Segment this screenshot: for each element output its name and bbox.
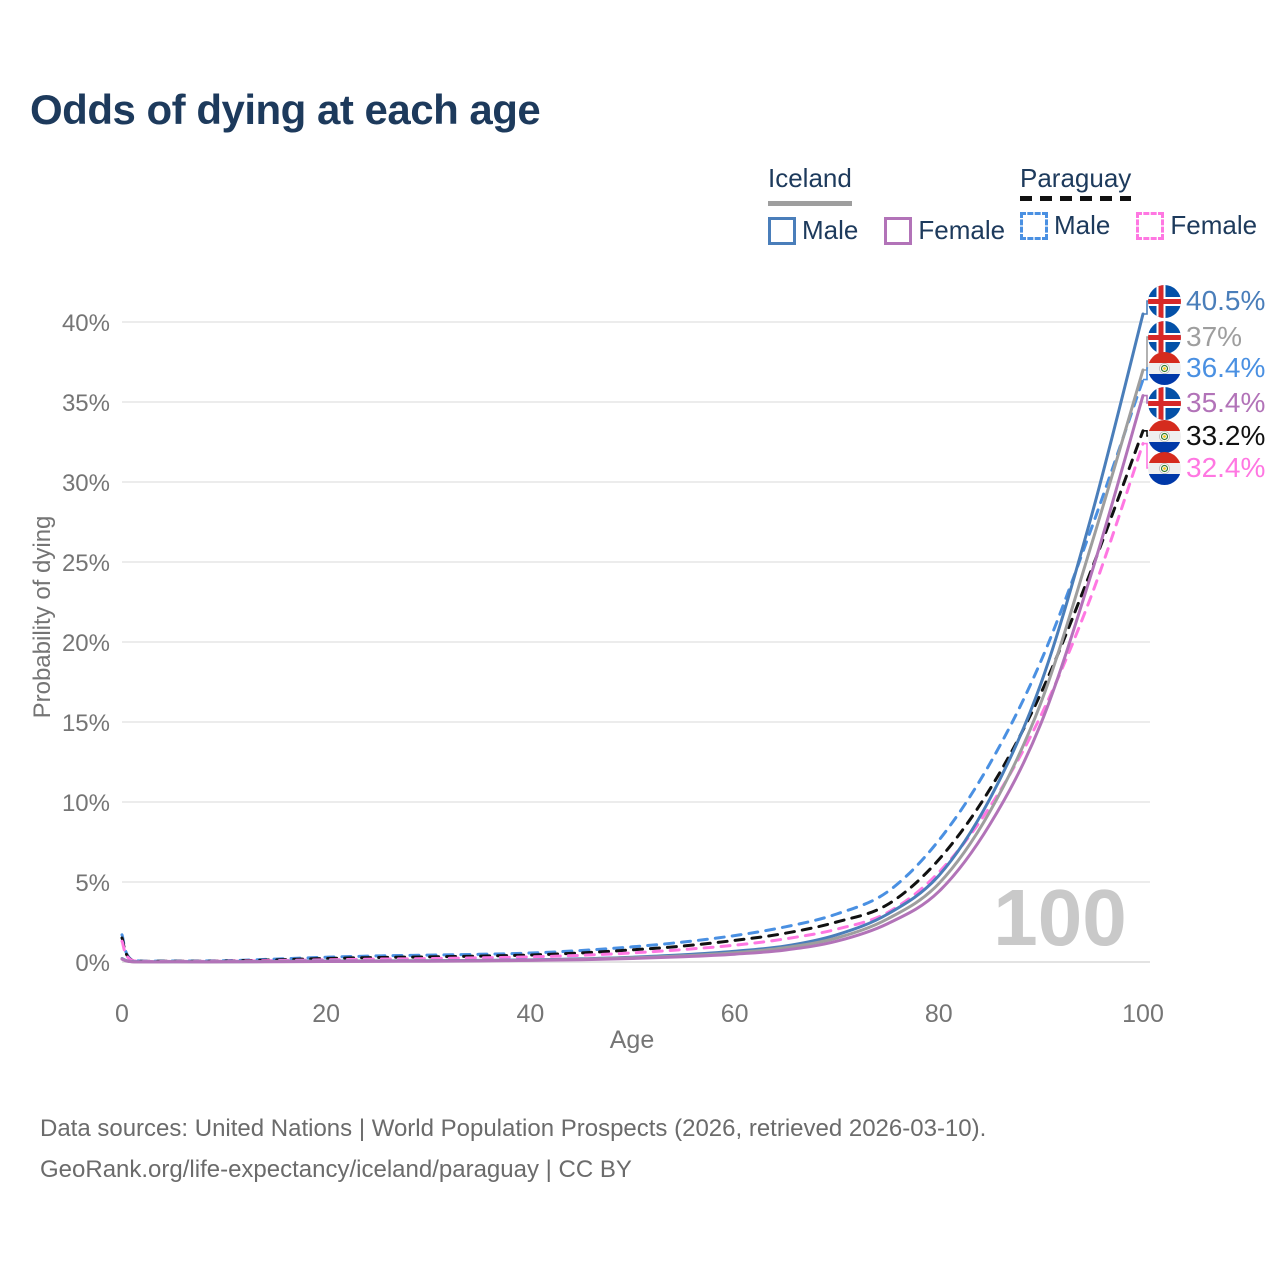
y-tick-15%: 15% — [62, 710, 110, 737]
footer: Data sources: United Nations | World Pop… — [40, 1108, 986, 1190]
legend-country-paraguay-label: Paraguay — [1020, 163, 1132, 193]
paraguay-male-swatch-icon — [1020, 211, 1048, 240]
legend-item-paraguay-male[interactable]: Male — [1020, 210, 1110, 241]
y-tick-10%: 10% — [62, 790, 110, 817]
x-tick-100: 100 — [1122, 1000, 1164, 1028]
y-tick-0%: 0% — [75, 950, 110, 977]
end-label-iceland-male: 40.5% — [1148, 284, 1265, 318]
plot-area[interactable] — [122, 300, 1150, 962]
legend-item-iceland-male[interactable]: Male — [768, 215, 858, 246]
iceland-female-swatch-icon — [884, 216, 913, 245]
iceland-flag-icon — [1148, 320, 1181, 354]
legend-item-paraguay-female-label: Female — [1170, 210, 1258, 240]
end-label-value: 37% — [1186, 321, 1243, 352]
legend-item-iceland-female[interactable]: Female — [884, 215, 1005, 246]
series-line-iceland-female[interactable] — [120, 394, 1145, 964]
x-tick-0: 0 — [115, 1000, 129, 1028]
legend-row-paraguay: Male Female — [1020, 210, 1280, 241]
end-label-value: 33.2% — [1186, 420, 1266, 451]
y-tick-40%: 40% — [62, 310, 110, 337]
y-tick-5%: 5% — [75, 870, 110, 897]
y-axis-tick-labels: 0% 5% 10% 15% 20% 25% 30% 35% 40% — [62, 310, 110, 977]
end-label-iceland: 37% — [1148, 320, 1242, 354]
iceland-flag-icon — [1148, 284, 1181, 318]
legend-item-paraguay-male-label: Male — [1054, 210, 1111, 240]
y-tick-30%: 30% — [62, 470, 110, 497]
paraguay-flag-icon — [1148, 419, 1181, 453]
y-tick-25%: 25% — [62, 550, 110, 577]
series-lines — [120, 312, 1145, 964]
end-label-paraguay-female: 32.4% — [1148, 451, 1265, 485]
end-label-value: 40.5% — [1186, 285, 1266, 316]
legend-group-iceland: Iceland Male Female — [768, 163, 1031, 246]
legend-item-iceland-male-label: Male — [802, 215, 859, 245]
footer-url-line: GeoRank.org/life-expectancy/iceland/para… — [40, 1156, 632, 1183]
legend-country-iceland[interactable]: Iceland — [768, 163, 852, 206]
y-tick-35%: 35% — [62, 390, 110, 417]
iceland-male-swatch-icon — [768, 216, 796, 245]
legend-item-paraguay-female[interactable]: Female — [1136, 210, 1257, 241]
paraguay-female-swatch-icon — [1136, 211, 1165, 240]
y-tick-20%: 20% — [62, 630, 110, 657]
end-label-paraguay-male: 36.4% — [1148, 351, 1265, 385]
legend-country-paraguay[interactable]: Paraguay — [1020, 163, 1132, 201]
x-axis-tick-labels: 0 20 40 60 80 100 — [115, 1000, 1164, 1028]
x-tick-40: 40 — [516, 1000, 544, 1028]
y-axis-title: Probability of dying — [29, 516, 56, 719]
iceland-flag-icon — [1148, 386, 1181, 420]
end-label-value: 35.4% — [1186, 387, 1266, 418]
legend-item-iceland-female-label: Female — [918, 215, 1006, 245]
x-tick-60: 60 — [721, 1000, 749, 1028]
end-label-value: 32.4% — [1186, 452, 1266, 483]
legend-country-iceland-label: Iceland — [768, 163, 852, 193]
hover-age-watermark: 100 — [993, 873, 1126, 962]
x-axis-title: Age — [610, 1026, 654, 1054]
x-tick-80: 80 — [925, 1000, 953, 1028]
end-label-value: 36.4% — [1186, 352, 1266, 383]
line-chart: 100 0% 5% 10% 15% 20% 25% 30% 35% 40% 0 20 40 60 80 1… — [29, 300, 1164, 1054]
x-tick-20: 20 — [312, 1000, 340, 1028]
end-label-paraguay: 33.2% — [1148, 419, 1265, 453]
paraguay-flag-icon — [1148, 351, 1181, 385]
legend-row-iceland: Male Female — [768, 215, 1031, 246]
page-title: Odds of dying at each age — [30, 86, 541, 133]
footer-source-line: Data sources: United Nations | World Pop… — [40, 1115, 987, 1142]
end-label-iceland-female: 35.4% — [1148, 386, 1265, 420]
paraguay-flag-icon — [1148, 451, 1181, 485]
legend-group-paraguay: Paraguay Male Female — [1020, 163, 1280, 241]
